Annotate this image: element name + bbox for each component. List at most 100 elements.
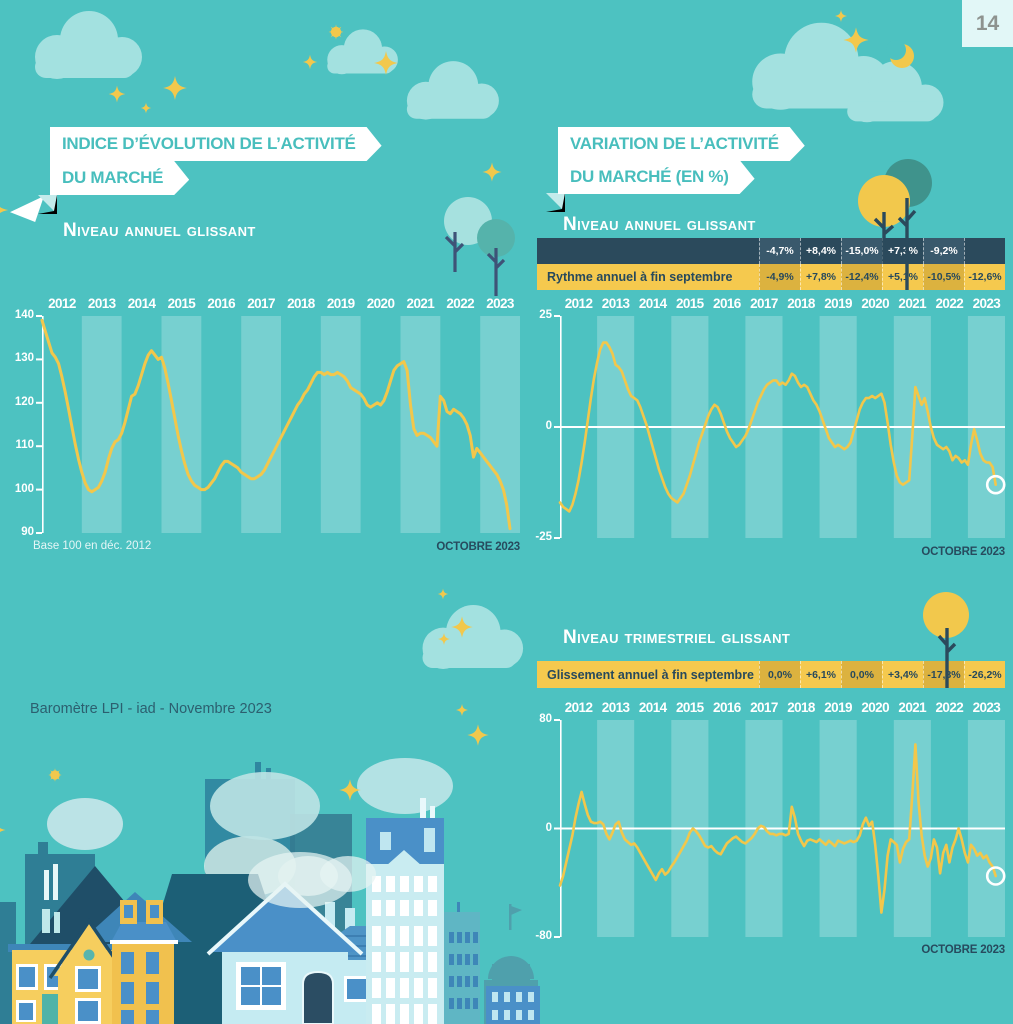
year-tick-label: 2023 [486,296,514,311]
y-axis-tick-label: 25 [539,309,552,321]
quarterly-variation-chart: 2012 2013 2014 2015 2016 2017 2018 2019 2020 2021… [535,700,1006,942]
year-tick-label: 2022 [446,296,475,311]
moon-icon [886,40,914,68]
x-axis-year-labels: 2012 2013 2014 2015 2016 2017 2018 2019 2020 2021… [560,296,1005,316]
table-row-label: Glissement annuel à fin septembre [547,667,755,682]
year-tick-label: 2013 [601,296,630,311]
last-value-marker [985,474,1006,495]
table-cell: 0,0% [759,661,800,688]
year-tick-label: 2022 [935,700,964,715]
year-tick-label: 2021 [406,296,435,311]
year-tick-label: 2015 [167,296,196,311]
right-banner-line2: DU MARCHÉ (EN %) [558,160,755,194]
table-row: Glissement annuel à fin septembre 0,0% +6… [537,661,1005,688]
year-tick-label: 2020 [366,296,395,311]
table-cell: -4,7% [759,238,800,264]
year-tick-label: 2020 [861,700,889,715]
quarterly-chart-subtitle: Niveau trimestriel glissant [563,627,791,648]
year-tick-label: 2016 [713,700,741,715]
year-tick-label: 2012 [564,296,593,311]
left-chart-subtitle: Niveau annuel glissant [63,220,256,241]
y-axis-tick-label: 0 [545,420,552,432]
annual-chart-subtitle: Niveau annuel glissant [563,214,756,235]
year-tick-label: 2016 [207,296,236,311]
y-axis-tick-label: 110 [15,439,34,452]
report-footer-note: Baromètre LPI - iad - Novembre 2023 [30,701,272,717]
x-axis-year-labels: 2012 2013 2014 2015 2016 2017 2018 2019 2020 2021… [560,700,1005,720]
city-illustration [0,758,540,1024]
year-tick-label: 2019 [326,296,355,311]
year-tick-label: 2019 [824,700,852,715]
table-row: Rythme annuel à fin septembre -4,9% +7,8%… [537,264,1005,290]
y-axis-tick-label: 120 [14,395,34,408]
table-cell: +8,4% [800,238,841,264]
year-tick-label: 2018 [787,296,815,311]
table-cell: -12,4% [841,264,882,290]
year-tick-label: 2020 [861,296,889,311]
last-value-marker [985,866,1006,886]
y-axis-tick-label: 100 [14,482,34,495]
year-tick-label: 2014 [127,296,156,311]
year-tick-label: 2013 [87,296,116,311]
year-tick-label: 2023 [972,700,1001,715]
date-label: OCTOBRE 2023 [921,546,1005,558]
year-tick-label: 2017 [750,700,778,715]
year-tick-label: 2021 [898,296,927,311]
year-tick-label: 2017 [247,296,275,311]
y-axis-tick-label: 0 [545,821,552,834]
y-axis-tick-label: 90 [21,526,34,538]
table-cell: +6,1% [800,661,841,688]
index-line-plot [36,315,520,534]
year-tick-label: 2022 [935,296,964,311]
year-tick-label: 2016 [713,296,741,311]
table-cell: +3,4% [882,661,923,688]
table-row-label [537,238,759,264]
table-cell: -12,6% [964,264,1005,290]
year-tick-label: 2012 [48,296,76,311]
ribbon-fold [546,193,565,212]
table-cell: +7,3% [882,238,923,264]
table-cell: -15,0% [841,238,882,264]
y-axis-tick-label: -80 [535,930,552,942]
table-cell: -26,2% [964,661,1005,688]
left-banner-line2: DU MARCHÉ [50,161,189,195]
table-cell: -17,3% [923,661,964,688]
sun-icon [46,766,65,785]
dome-icon [484,904,538,1024]
table-row-label: Rythme annuel à fin septembre [547,270,733,284]
page-number: 14 [962,0,1013,47]
trees-left-icon [444,197,515,296]
year-tick-label: 2015 [675,296,704,311]
year-tick-label: 2018 [787,700,815,715]
table-cell: -9,2% [923,238,964,264]
table-cell: -10,5% [923,264,964,290]
annual-variation-plot [554,315,1006,539]
index-evolution-chart: 2012 2013 2014 2015 2016 2017 2018 2019 2020 2021… [15,296,520,538]
annual-variation-table: -4,7% +8,4% -15,0% +7,3% -9,2% Rythme annuel… [537,238,1005,290]
date-label: OCTOBRE 2023 [436,541,520,553]
annual-variation-chart: 2012 2013 2014 2015 2016 2017 2018 2019 2020 2021… [535,296,1006,543]
year-tick-label: 2019 [824,296,852,311]
year-tick-label: 2015 [675,700,704,715]
year-tick-label: 2014 [638,700,667,715]
table-cell: +7,8% [800,264,841,290]
ribbon-fold [38,195,57,214]
right-banner-line1: VARIATION DE L’ACTIVITÉ [558,127,805,161]
table-cell: 0,0% [841,661,882,688]
year-tick-label: 2013 [601,700,630,715]
x-axis-year-labels: 2012 2013 2014 2015 2016 2017 2018 2019 2020 2021… [42,296,520,316]
y-axis-tick-label: 80 [539,713,552,725]
quarterly-variation-plot [554,719,1006,938]
year-tick-label: 2023 [972,296,1001,311]
year-tick-label: 2021 [898,700,927,715]
y-axis-tick-label: 130 [14,352,34,365]
quarterly-variation-table: Glissement annuel à fin septembre 0,0% +6… [537,661,1005,688]
year-tick-label: 2012 [564,700,593,715]
year-tick-label: 2014 [638,296,667,311]
left-banner-line1: INDICE D’ÉVOLUTION DE L’ACTIVITÉ [50,127,382,161]
y-axis-tick-label: -25 [535,531,552,543]
base-100-footnote: Base 100 en déc. 2012 [33,540,152,552]
table-cell: -4,9% [759,264,800,290]
table-cell: +5,1% [882,264,923,290]
